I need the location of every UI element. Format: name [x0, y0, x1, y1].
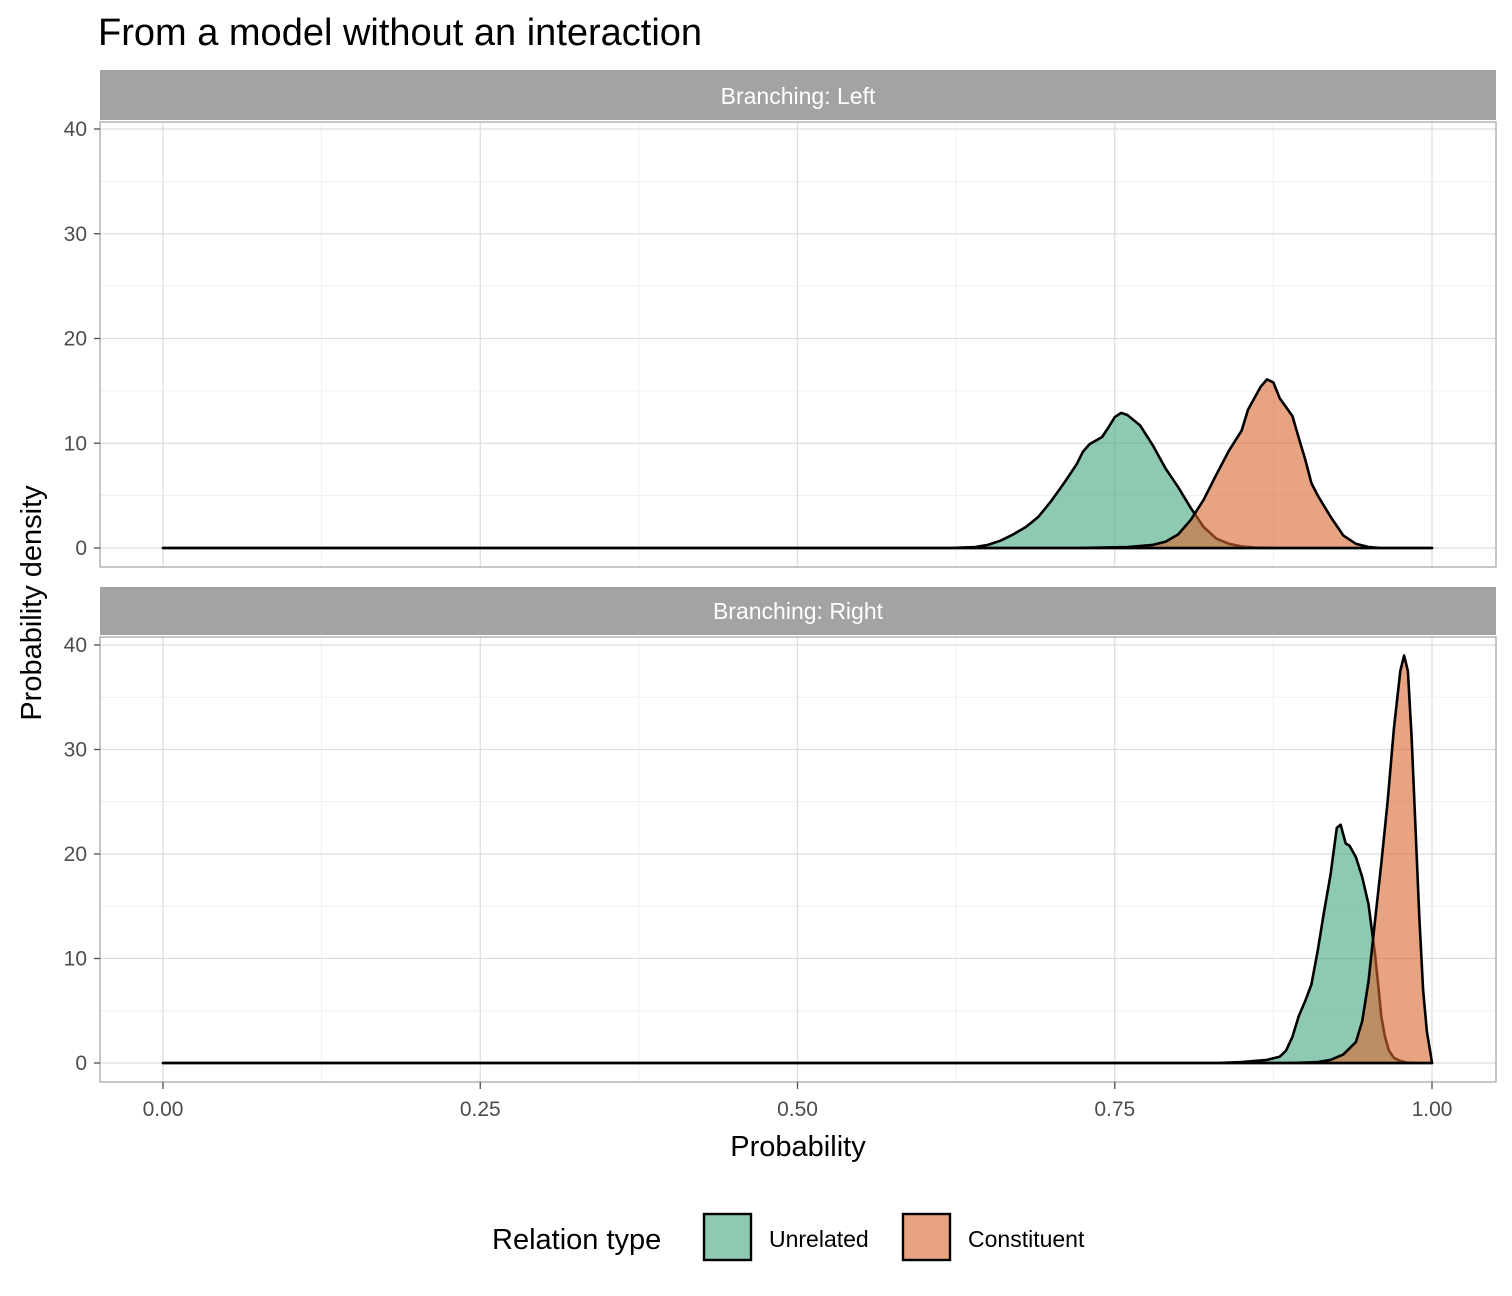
legend: Relation type Unrelated Constituent — [492, 1212, 1085, 1262]
y-axis: 0 10 20 30 40 — [64, 634, 100, 1075]
y-tick-label: 20 — [64, 843, 87, 866]
x-tick-label: 0.00 — [143, 1098, 184, 1121]
y-tick-label: 0 — [75, 1052, 87, 1075]
y-tick-label: 30 — [64, 739, 87, 762]
panel-branching-left: Branching: Left 0 10 20 30 40 — [64, 70, 1497, 568]
panel-series — [161, 378, 1434, 550]
y-axis: 0 10 20 30 40 — [64, 118, 100, 560]
strip-background — [100, 70, 1496, 120]
legend-key-constituent — [901, 1212, 952, 1262]
y-tick-label: 40 — [64, 634, 87, 657]
y-tick-label: 0 — [75, 537, 87, 560]
legend-title: Relation type — [492, 1224, 661, 1256]
panel-grid — [100, 637, 1496, 1082]
density-area-constituent — [161, 654, 1434, 1065]
chart-title: From a model without an interaction — [98, 12, 702, 54]
y-tick-label: 30 — [64, 223, 87, 246]
y-tick-label: 20 — [64, 328, 87, 351]
y-axis-title: Probability density — [16, 485, 48, 721]
y-tick-label: 10 — [64, 432, 87, 455]
legend-label-constituent: Constituent — [968, 1226, 1085, 1252]
legend-key-unrelated — [702, 1212, 753, 1262]
panel-border — [99, 121, 1497, 568]
y-tick-label: 10 — [64, 948, 87, 971]
x-tick-label: 1.00 — [1412, 1098, 1453, 1121]
legend-label-unrelated: Unrelated — [769, 1226, 869, 1252]
x-axis: 0.00 0.25 0.50 0.75 1.00 — [143, 1082, 1453, 1121]
x-axis-title: Probability — [730, 1131, 866, 1163]
panel-series — [161, 654, 1434, 1065]
y-tick-label: 40 — [64, 118, 87, 141]
x-tick-label: 0.50 — [777, 1098, 818, 1121]
strip-label: Branching: Right — [713, 598, 884, 624]
strip-label: Branching: Left — [721, 83, 876, 109]
x-tick-label: 0.25 — [460, 1098, 501, 1121]
strip-background — [100, 587, 1496, 635]
panel-branching-right: Branching: Right 0 10 20 30 40 — [64, 587, 1497, 1083]
x-tick-label: 0.75 — [1094, 1098, 1135, 1121]
density-area-constituent — [161, 378, 1434, 550]
